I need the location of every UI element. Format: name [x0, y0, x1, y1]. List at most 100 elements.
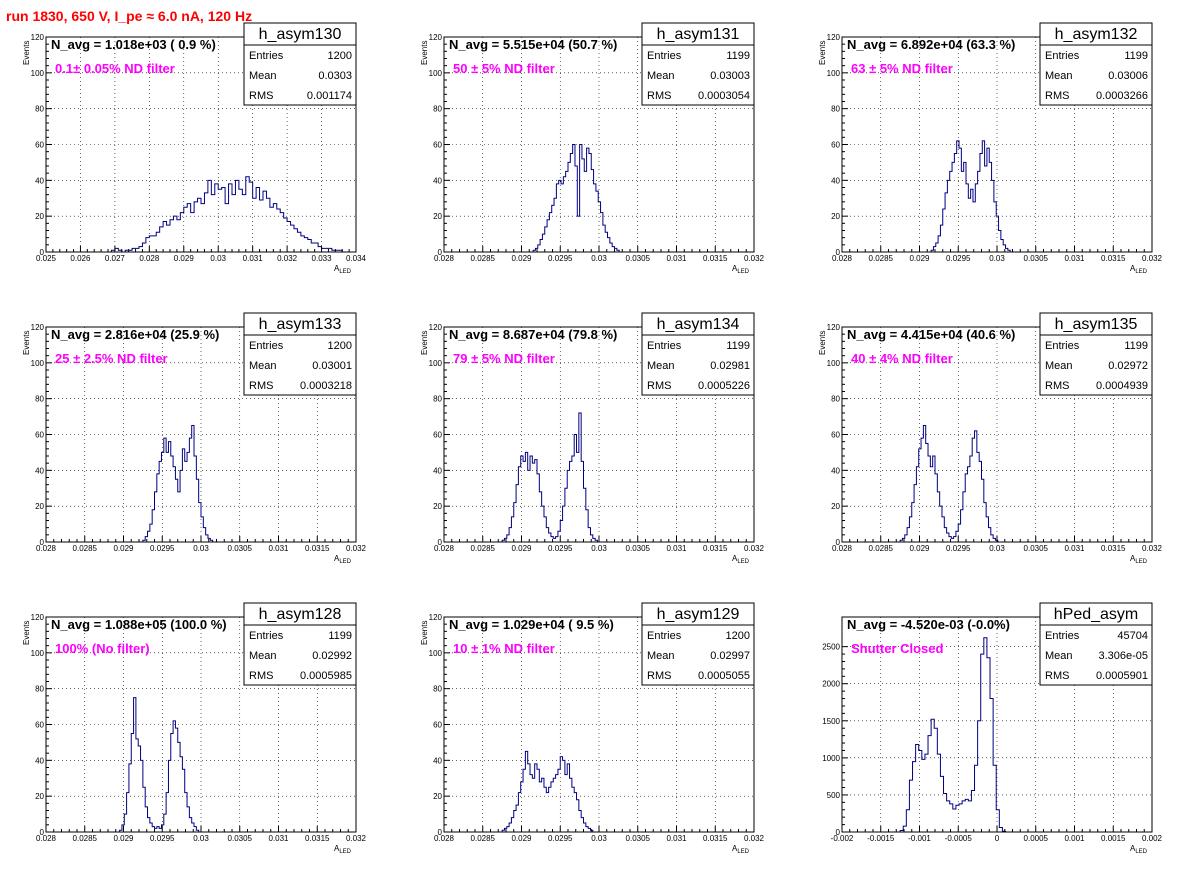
x-axis-label: ALED — [334, 554, 352, 565]
stat-value-entries: 1199 — [328, 630, 352, 642]
y-tick-label: 120 — [827, 33, 841, 42]
stats-box-body — [641, 334, 755, 396]
x-tick-label: 0.0295 — [150, 834, 175, 843]
histogram-panel-h_asym135: 0.028 0.0285 0.029 0.0295 0.03 0.0305 0.031 0.0… — [818, 312, 1163, 565]
x-tick-label: 0 — [995, 834, 1000, 843]
stats-box-body — [243, 44, 357, 106]
y-axis-label: Events — [818, 41, 827, 65]
x-tick-label: 0.028 — [36, 544, 57, 553]
x-tick-label: 0.03 — [193, 544, 209, 553]
stat-value-entries: 1200 — [726, 630, 750, 642]
y-tick-label: 100 — [827, 69, 841, 78]
n-avg-label: N_avg = 4.415e+04 (40.6 %) — [847, 327, 1015, 342]
x-tick-label: 0.0305 — [228, 544, 253, 553]
x-tick-label: 0.032 — [346, 544, 367, 553]
stats-box: h_asym133 Entries 1200 Mean 0.03001 RMS 0.0003… — [243, 312, 357, 396]
y-tick-label: 20 — [433, 502, 442, 511]
stat-key-mean: Mean — [1045, 70, 1073, 82]
histogram-series — [930, 140, 1011, 252]
stat-value-mean: 0.03003 — [710, 70, 750, 82]
stats-box-body — [243, 334, 357, 396]
stat-key-mean: Mean — [249, 70, 277, 82]
stat-value-entries: 45704 — [1117, 630, 1148, 642]
stat-value-entries: 1199 — [1124, 340, 1148, 352]
histogram-series — [501, 412, 598, 542]
y-tick-label: 2500 — [822, 643, 840, 652]
y-axis-label: Events — [818, 331, 827, 355]
stat-key-rms: RMS — [249, 90, 273, 102]
x-tick-label: -0.002 — [831, 834, 854, 843]
x-tick-label: 0.032 — [1142, 254, 1163, 263]
y-axis-label: Events — [420, 331, 429, 355]
stat-key-mean: Mean — [249, 360, 277, 372]
filter-label: 79 ± 5% ND filter — [453, 351, 555, 366]
filter-label: 0.1± 0.05% ND filter — [55, 61, 175, 76]
y-tick-label: 20 — [35, 212, 44, 221]
stats-box: h_asym134 Entries 1199 Mean 0.02981 RMS 0.0005… — [641, 312, 755, 396]
y-tick-label: 60 — [35, 431, 44, 440]
x-tick-label: 0.0285 — [471, 544, 496, 553]
histogram-name: h_asym133 — [259, 316, 342, 333]
histogram-panel-h_asym128: 0.028 0.0285 0.029 0.0295 0.03 0.0305 0.031 0.0… — [22, 602, 367, 855]
x-axis-label-sub: LED — [339, 559, 351, 565]
y-tick-label: 40 — [35, 756, 44, 765]
x-tick-label: 0.0315 — [703, 834, 728, 843]
histogram-panel-h_asym129: 0.028 0.0285 0.029 0.0295 0.03 0.0305 0.031 0.0… — [420, 602, 765, 855]
x-tick-label: 0.0295 — [548, 254, 573, 263]
x-tick-label: 0.032 — [1142, 544, 1163, 553]
x-tick-label: 0.026 — [70, 254, 91, 263]
y-tick-label: 40 — [433, 176, 442, 185]
n-avg-label: N_avg = 8.687e+04 (79.8 %) — [449, 327, 617, 342]
x-tick-label: 0.025 — [36, 254, 57, 263]
stat-key-entries: Entries — [647, 630, 682, 642]
x-tick-label: 0.0315 — [1101, 544, 1126, 553]
stat-value-mean: 0.02997 — [710, 650, 750, 662]
stat-value-mean: 0.02981 — [710, 360, 750, 372]
histogram-panel-h_asym130: 0.025 0.026 0.027 0.028 0.029 0.03 0.031 0.032 0… — [22, 22, 367, 275]
histogram-panel-h_asym131: 0.028 0.0285 0.029 0.0295 0.03 0.0305 0.031 0.0… — [420, 22, 765, 275]
y-tick-label: 60 — [35, 141, 44, 150]
x-axis-label-sub: LED — [1135, 849, 1147, 855]
x-tick-label: 0.0285 — [471, 834, 496, 843]
stat-key-mean: Mean — [1045, 360, 1073, 372]
y-tick-label: 100 — [31, 649, 45, 658]
x-tick-label: -0.0005 — [945, 834, 973, 843]
stat-value-entries: 1199 — [726, 340, 750, 352]
y-tick-label: 20 — [35, 502, 44, 511]
x-tick-label: 0.031 — [1064, 544, 1085, 553]
x-axis-label-sub: LED — [339, 849, 351, 855]
x-tick-label: 0.031 — [243, 254, 264, 263]
x-tick-label: 0.0285 — [73, 834, 98, 843]
histogram-name: h_asym134 — [657, 316, 740, 333]
stat-key-rms: RMS — [1045, 90, 1069, 102]
x-tick-label: 0.0315 — [305, 834, 330, 843]
x-tick-label: 0.03 — [591, 544, 607, 553]
histogram-series — [142, 425, 214, 542]
stat-key-rms: RMS — [647, 670, 671, 682]
x-tick-label: 0.0315 — [703, 544, 728, 553]
stat-key-rms: RMS — [249, 670, 273, 682]
x-axis-label-sub: LED — [1135, 559, 1147, 565]
stats-box: h_asym132 Entries 1199 Mean 0.03006 RMS 0.0003… — [1039, 22, 1153, 106]
histogram-series — [501, 750, 594, 832]
x-tick-label: 0.0295 — [946, 254, 971, 263]
x-tick-label: 0.029 — [511, 544, 532, 553]
x-axis-label-sub: LED — [737, 559, 749, 565]
y-tick-label: 60 — [433, 431, 442, 440]
y-axis-label: Events — [22, 41, 31, 65]
x-tick-label: 0.028 — [832, 544, 853, 553]
x-tick-label: 0.032 — [277, 254, 298, 263]
n-avg-label: N_avg = 1.088e+05 (100.0 %) — [51, 617, 227, 632]
x-tick-label: 0.0285 — [869, 254, 894, 263]
y-tick-label: 80 — [831, 395, 840, 404]
y-tick-label: 0 — [40, 828, 45, 837]
stat-value-mean: 0.03001 — [312, 360, 352, 372]
x-tick-label: 0.029 — [511, 834, 532, 843]
y-tick-label: 1000 — [822, 754, 840, 763]
y-tick-label: 120 — [429, 323, 443, 332]
y-tick-label: 0 — [438, 828, 443, 837]
stat-key-entries: Entries — [1045, 50, 1080, 62]
y-tick-label: 80 — [35, 685, 44, 694]
x-tick-label: 0.031 — [268, 834, 289, 843]
histogram-series — [532, 144, 620, 252]
